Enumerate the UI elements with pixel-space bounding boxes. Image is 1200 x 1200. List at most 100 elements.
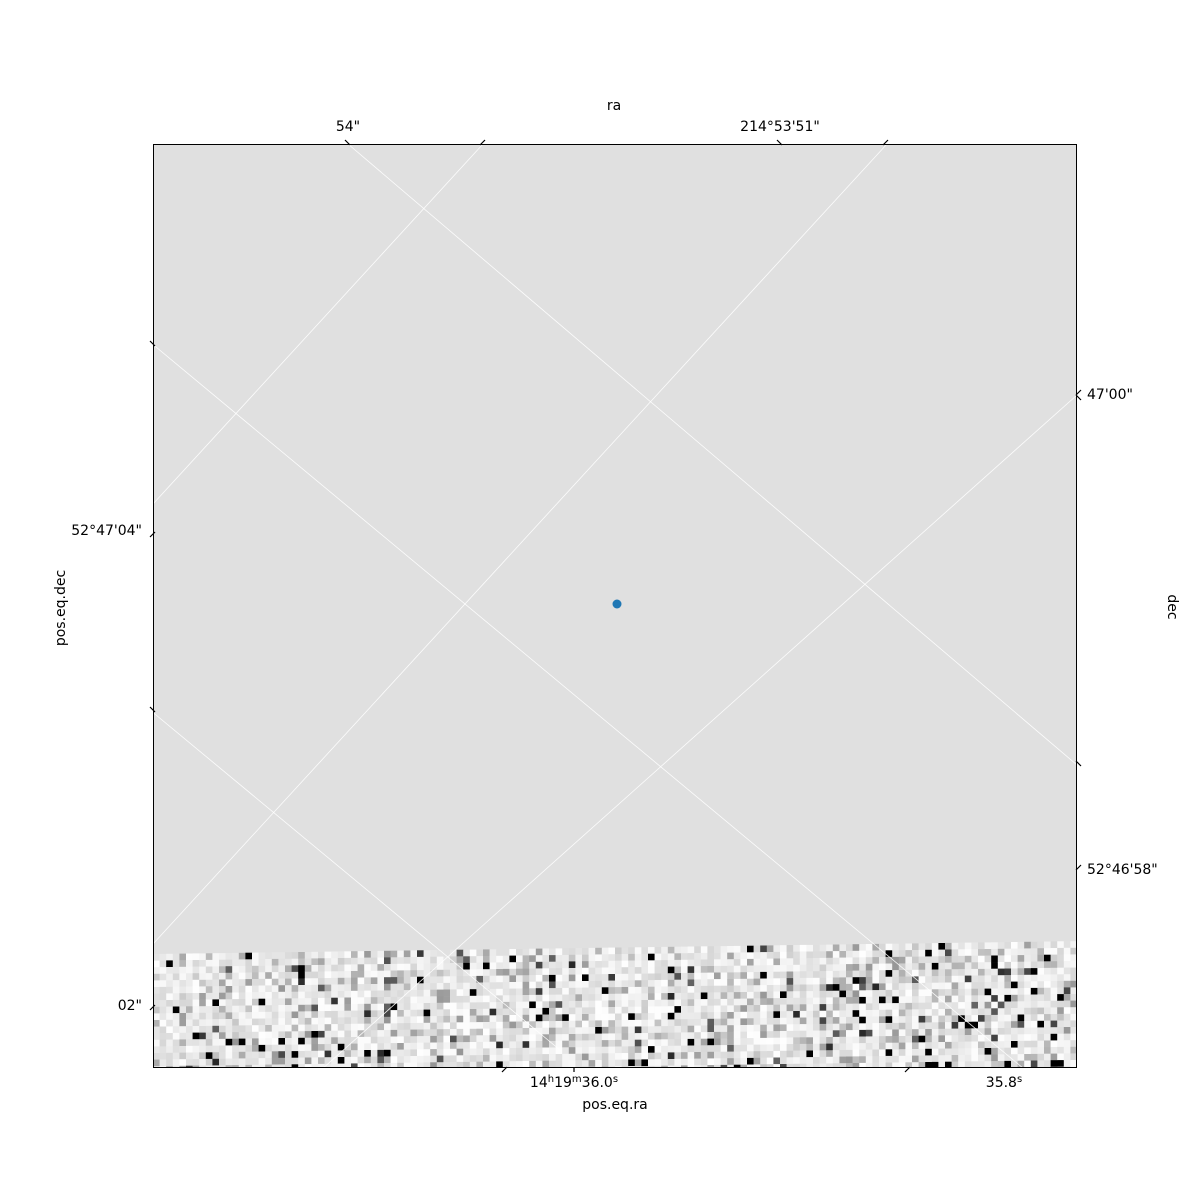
image-pixel [324,1030,332,1038]
image-pixel [364,1036,372,1044]
image-pixel [1050,954,1058,962]
image-pixel [403,963,411,971]
image-pixel [496,1035,504,1042]
image-pixel [291,965,299,973]
image-pixel [753,978,761,986]
image-pixel [562,1034,570,1041]
image-pixel [687,1045,695,1053]
image-pixel [555,961,563,969]
image-pixel [516,1021,523,1029]
image-pixel [931,956,939,964]
image-pixel [271,985,279,993]
image-pixel [846,1056,853,1064]
image-pixel [852,983,860,991]
image-pixel [186,1032,193,1040]
image-pixel [806,964,814,972]
grid-line [347,144,1077,766]
image-pixel [199,993,207,1000]
image-pixel [1057,1060,1065,1067]
image-pixel [568,968,576,975]
image-pixel [502,1054,510,1062]
image-pixel [549,968,556,976]
image-pixel [780,1004,787,1012]
image-pixel [997,988,1005,996]
image-pixel [205,1019,213,1027]
image-pixel [489,1061,497,1068]
image-pixel [192,1032,200,1040]
image-pixel [958,942,966,950]
image-pixel [714,965,721,973]
image-pixel [245,1051,253,1059]
image-pixel [667,979,675,987]
image-pixel [337,991,345,998]
image-pixel [364,957,372,965]
image-pixel [588,994,596,1001]
image-pixel [496,1054,504,1062]
image-pixel [1057,1000,1065,1008]
image-pixel [568,1014,576,1022]
image-pixel [687,1065,695,1068]
image-pixel [384,964,391,971]
image-pixel [430,1042,438,1050]
image-pixel [568,1047,576,1055]
image-pixel [562,981,570,989]
image-pixel [542,981,550,989]
image-pixel [205,1065,213,1068]
image-pixel [991,995,999,1002]
image-pixel [153,1033,160,1041]
image-pixel [344,990,352,998]
image-pixel [476,1028,484,1036]
image-pixel [608,1053,616,1061]
image-pixel [846,997,853,1004]
image-pixel [819,1010,827,1018]
image-pixel [938,982,946,990]
image-pixel [370,964,378,972]
image-pixel [549,1007,556,1015]
image-pixel [595,987,603,995]
image-pixel [403,970,411,978]
image-pixel [819,1017,827,1025]
image-pixel [423,1036,431,1043]
image-pixel [753,1005,761,1012]
image-pixel [1024,1014,1032,1022]
image-pixel [159,1000,167,1007]
right-axis-label: dec [1164,594,1180,619]
image-pixel [945,1041,952,1049]
image-pixel [516,948,523,956]
image-pixel [892,1062,900,1068]
image-pixel [740,1025,748,1032]
image-pixel [667,1065,675,1068]
image-pixel [555,1034,563,1042]
image-pixel [542,1001,550,1009]
image-pixel [601,1046,609,1054]
image-pixel [628,947,636,955]
image-pixel [826,984,834,992]
tick-mark [1075,864,1082,871]
image-pixel [826,977,834,985]
image-pixel [621,993,629,1001]
image-pixel [964,1015,972,1023]
image-pixel [766,971,774,979]
image-pixel [265,952,273,960]
image-pixel [1004,1001,1012,1009]
image-pixel [654,1046,662,1053]
image-pixel [951,995,959,1003]
image-pixel [331,991,339,998]
image-pixel [740,965,748,973]
image-pixel [654,966,662,974]
image-pixel [324,958,332,966]
image-pixel [852,1030,860,1037]
image-pixel [456,995,464,1003]
image-pixel [377,1036,385,1044]
image-pixel [463,949,471,957]
image-pixel [219,1058,226,1066]
image-pixel [535,1060,543,1068]
image-pixel [370,1043,378,1051]
image-pixel [793,1024,801,1032]
image-pixel [199,1006,207,1014]
image-pixel [172,1026,180,1034]
image-pixel [252,1031,259,1039]
image-pixel [951,1022,959,1029]
image-pixel [1037,1067,1045,1068]
image-pixel [324,1063,332,1068]
